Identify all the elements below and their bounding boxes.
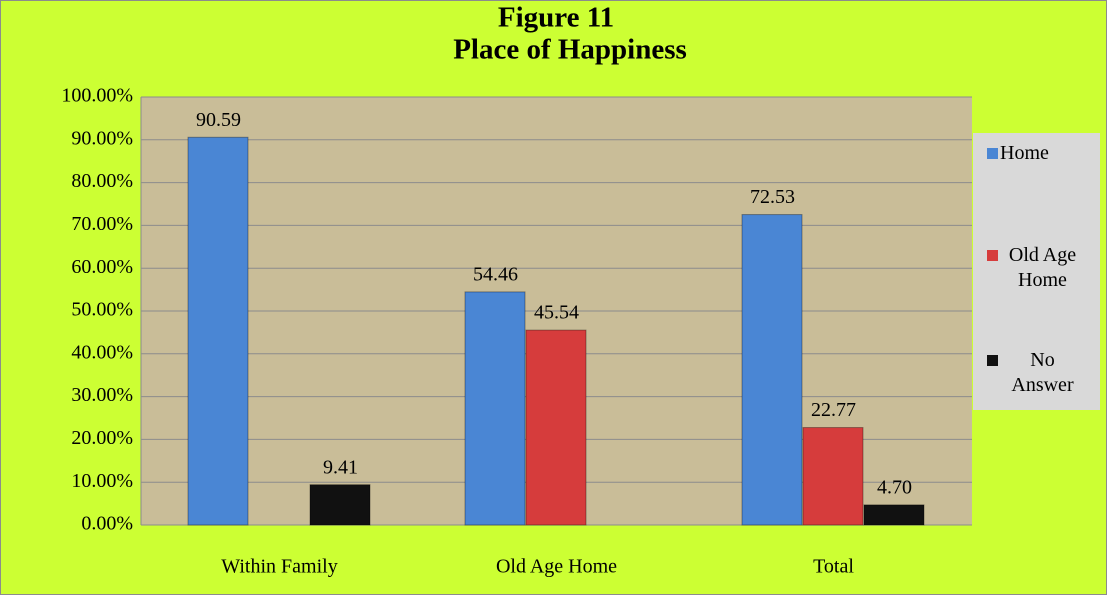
legend-swatch <box>987 250 998 261</box>
y-tick-label: 70.00% <box>71 213 133 235</box>
y-tick-label: 20.00% <box>71 427 133 449</box>
legend: Home Old Age Home No Answer <box>973 133 1100 410</box>
chart-title: Figure 11 <box>498 2 614 34</box>
bar <box>464 291 526 526</box>
bar <box>525 329 587 526</box>
data-label: 4.70 <box>877 476 912 498</box>
x-tick-label: Total <box>813 556 854 578</box>
bar <box>802 427 864 526</box>
legend-swatch <box>987 355 998 366</box>
y-tick-label: 50.00% <box>71 299 133 321</box>
legend-label: No Answer <box>1011 349 1074 396</box>
y-tick-label: 100.00% <box>61 85 133 107</box>
legend-item: Old Age Home <box>987 243 1097 293</box>
data-label: 9.41 <box>323 456 358 478</box>
y-tick-label: 60.00% <box>71 256 133 278</box>
bar <box>741 214 803 526</box>
legend-item: Home <box>987 141 1097 166</box>
y-tick-label: 0.00% <box>81 513 133 535</box>
chart-subtitle: Place of Happiness <box>453 34 687 66</box>
legend-swatch <box>987 148 998 159</box>
data-label: 54.46 <box>473 264 518 286</box>
data-label: 72.53 <box>750 186 795 208</box>
bar <box>187 136 249 526</box>
bar <box>309 484 371 526</box>
bar <box>863 504 925 526</box>
data-label: 45.54 <box>534 302 579 324</box>
y-tick-label: 10.00% <box>71 470 133 492</box>
data-label: 22.77 <box>811 399 856 421</box>
y-tick-label: 40.00% <box>71 341 133 363</box>
y-tick-label: 90.00% <box>71 127 133 149</box>
y-tick-label: 30.00% <box>71 384 133 406</box>
data-label: 90.59 <box>196 109 241 131</box>
legend-label: Old Age Home <box>1008 244 1077 291</box>
x-tick-label: Within Family <box>221 556 337 578</box>
x-tick-label: Old Age Home <box>496 556 617 578</box>
legend-item: No Answer <box>987 348 1097 398</box>
y-tick-label: 80.00% <box>71 170 133 192</box>
legend-label: Home <box>1000 142 1049 164</box>
